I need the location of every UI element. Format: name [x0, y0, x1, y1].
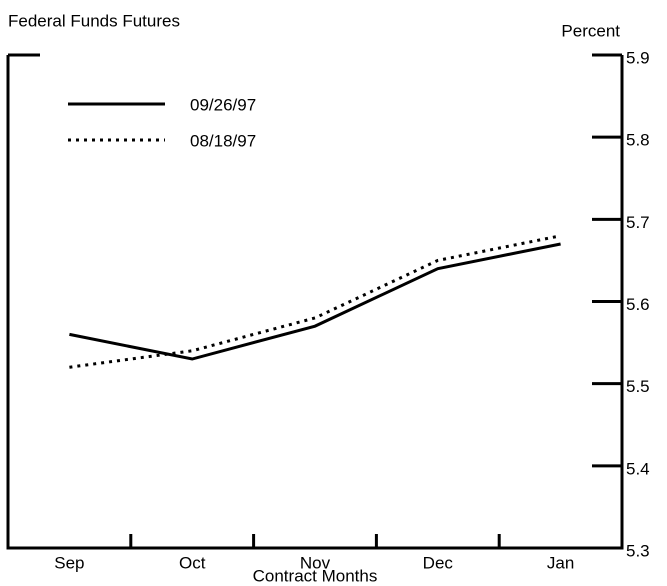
x-tick-label: Nov [300, 553, 331, 572]
x-tick-label: Oct [179, 553, 206, 572]
y-tick-label: 5.8 [626, 131, 650, 150]
chart-title: Federal Funds Futures [8, 11, 180, 30]
x-tick-label: Dec [423, 553, 454, 572]
x-tick-label: Jan [547, 553, 574, 572]
y-tick-label: 5.9 [626, 48, 650, 67]
x-tick-label: Sep [54, 553, 84, 572]
y-tick-label: 5.4 [626, 459, 650, 478]
axis-frame [6, 55, 624, 550]
y-tick-label: 5.3 [626, 541, 650, 560]
y-tick-label: 5.6 [626, 295, 650, 314]
y-tick-label: 5.5 [626, 377, 650, 396]
y-axis-label: Percent [561, 21, 620, 40]
series-line [69, 234, 561, 369]
series-line [69, 242, 561, 361]
legend-label: 09/26/97 [190, 95, 256, 114]
x-axis-label: Contract Months [253, 566, 378, 585]
legend-label: 08/18/97 [190, 131, 256, 150]
y-tick-label: 5.7 [626, 213, 650, 232]
